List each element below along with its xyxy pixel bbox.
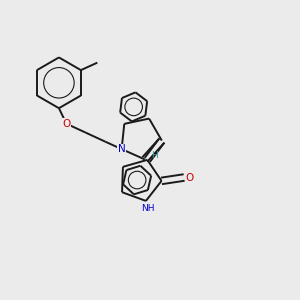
Text: H: H [152, 151, 158, 160]
Text: NH: NH [141, 204, 154, 213]
Text: O: O [185, 172, 194, 182]
Text: O: O [62, 119, 70, 129]
Text: N: N [118, 144, 125, 154]
